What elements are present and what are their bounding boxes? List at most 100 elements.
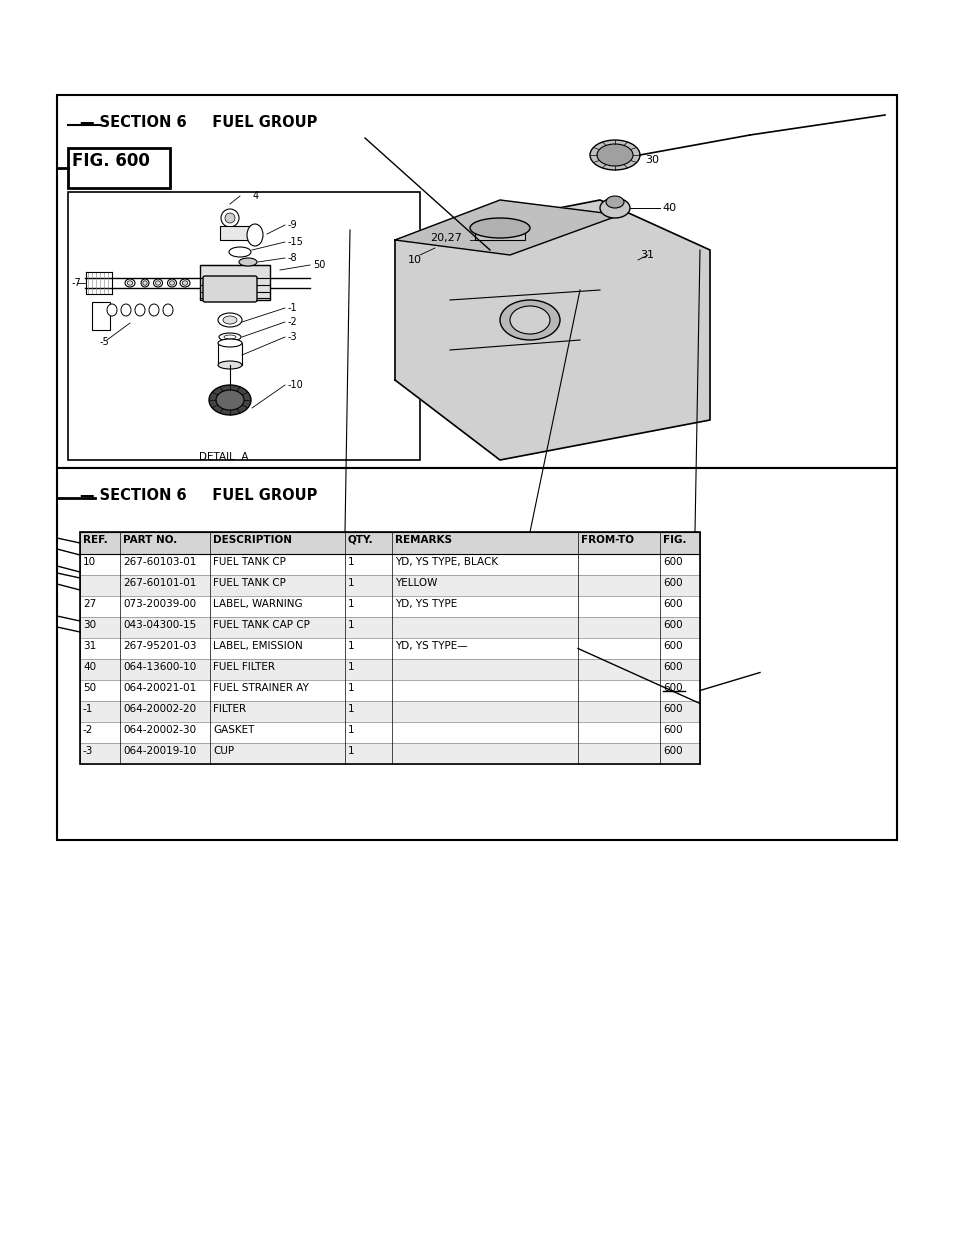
Ellipse shape <box>209 385 251 415</box>
Ellipse shape <box>239 258 256 266</box>
Text: QTY.: QTY. <box>348 535 374 545</box>
Bar <box>220 226 250 240</box>
Ellipse shape <box>470 219 530 238</box>
Text: 10: 10 <box>408 254 421 266</box>
Text: FUEL TANK CP: FUEL TANK CP <box>213 557 286 567</box>
Text: 267-60103-01: 267-60103-01 <box>123 557 196 567</box>
Text: 600: 600 <box>662 725 682 735</box>
Text: 1: 1 <box>348 578 355 588</box>
Text: -3: -3 <box>83 746 93 756</box>
Text: 600: 600 <box>662 704 682 714</box>
Text: 1: 1 <box>348 620 355 630</box>
Bar <box>91 303 110 330</box>
Text: CUP: CUP <box>213 746 233 756</box>
Text: -3: -3 <box>288 332 297 342</box>
Text: 073-20039-00: 073-20039-00 <box>123 599 196 609</box>
Text: GASKET: GASKET <box>213 725 254 735</box>
Text: DETAIL  A: DETAIL A <box>199 452 249 462</box>
Ellipse shape <box>121 304 131 316</box>
Ellipse shape <box>218 338 242 347</box>
Ellipse shape <box>499 300 559 340</box>
Text: -15: -15 <box>288 237 304 247</box>
Text: 30: 30 <box>83 620 96 630</box>
Bar <box>218 343 242 366</box>
Text: 043-04300-15: 043-04300-15 <box>123 620 196 630</box>
Text: 600: 600 <box>662 599 682 609</box>
Text: DESCRIPTION: DESCRIPTION <box>213 535 292 545</box>
Ellipse shape <box>605 196 623 207</box>
Text: 1: 1 <box>348 704 355 714</box>
Ellipse shape <box>225 212 234 224</box>
Bar <box>80 618 700 638</box>
Text: FUEL TANK CP: FUEL TANK CP <box>213 578 286 588</box>
Bar <box>80 532 700 764</box>
Text: -8: -8 <box>288 253 297 263</box>
Text: -2: -2 <box>288 317 297 327</box>
Bar <box>80 701 700 722</box>
Text: 1: 1 <box>348 641 355 651</box>
Text: PART NO.: PART NO. <box>123 535 177 545</box>
Text: -5: -5 <box>100 337 110 347</box>
Ellipse shape <box>107 304 117 316</box>
Bar <box>80 576 700 597</box>
Text: FUEL TANK CAP CP: FUEL TANK CAP CP <box>213 620 310 630</box>
Text: 600: 600 <box>662 746 682 756</box>
FancyBboxPatch shape <box>203 275 256 303</box>
Bar <box>475 224 524 240</box>
Text: 600: 600 <box>662 683 682 693</box>
Ellipse shape <box>153 279 162 287</box>
Text: 1: 1 <box>348 557 355 567</box>
Text: 20,27: 20,27 <box>430 233 461 243</box>
Text: LABEL, EMISSION: LABEL, EMISSION <box>213 641 302 651</box>
Text: 27: 27 <box>83 599 96 609</box>
Ellipse shape <box>223 316 236 324</box>
Text: REMARKS: REMARKS <box>395 535 452 545</box>
Text: 50: 50 <box>313 261 325 270</box>
Text: 1: 1 <box>348 599 355 609</box>
Text: 50: 50 <box>83 683 96 693</box>
Text: -10: -10 <box>288 380 303 390</box>
Text: REF.: REF. <box>83 535 108 545</box>
Text: YD, YS TYPE—: YD, YS TYPE— <box>395 641 467 651</box>
Ellipse shape <box>180 279 190 287</box>
Text: FIG.: FIG. <box>662 535 686 545</box>
Text: -9: -9 <box>288 220 297 230</box>
Ellipse shape <box>125 279 135 287</box>
Bar <box>80 659 700 680</box>
Ellipse shape <box>218 361 242 369</box>
Text: 1: 1 <box>348 746 355 756</box>
Bar <box>68 191 419 459</box>
Text: -7: -7 <box>71 278 82 288</box>
Text: 600: 600 <box>662 620 682 630</box>
Text: 10: 10 <box>83 557 96 567</box>
Text: 30: 30 <box>644 156 659 165</box>
Text: 267-95201-03: 267-95201-03 <box>123 641 196 651</box>
Ellipse shape <box>215 390 244 410</box>
Ellipse shape <box>247 224 263 246</box>
Text: 064-20002-20: 064-20002-20 <box>123 704 196 714</box>
Bar <box>68 148 170 188</box>
Polygon shape <box>395 200 709 459</box>
Ellipse shape <box>219 333 241 341</box>
Text: YD, YS TYPE, BLACK: YD, YS TYPE, BLACK <box>395 557 497 567</box>
Text: 064-20021-01: 064-20021-01 <box>123 683 196 693</box>
Ellipse shape <box>218 312 242 327</box>
Text: 064-13600-10: 064-13600-10 <box>123 662 196 672</box>
Ellipse shape <box>221 209 239 227</box>
Bar <box>200 266 270 300</box>
Text: 31: 31 <box>639 249 654 261</box>
Text: 064-20002-30: 064-20002-30 <box>123 725 196 735</box>
Ellipse shape <box>599 198 629 219</box>
Ellipse shape <box>589 140 639 170</box>
Text: 1: 1 <box>348 725 355 735</box>
Text: -1: -1 <box>83 704 93 714</box>
Text: 31: 31 <box>83 641 96 651</box>
Text: — SECTION 6     FUEL GROUP: — SECTION 6 FUEL GROUP <box>80 488 317 503</box>
Ellipse shape <box>224 335 235 338</box>
Text: 1: 1 <box>348 683 355 693</box>
Text: YELLOW: YELLOW <box>395 578 436 588</box>
Ellipse shape <box>229 247 251 257</box>
Ellipse shape <box>510 306 550 333</box>
Ellipse shape <box>597 144 633 165</box>
Text: 1: 1 <box>348 662 355 672</box>
